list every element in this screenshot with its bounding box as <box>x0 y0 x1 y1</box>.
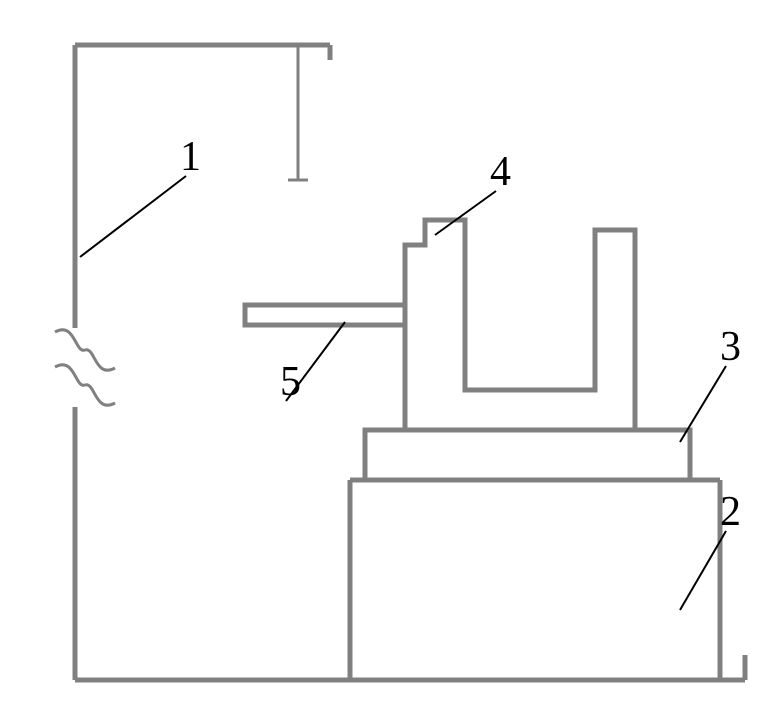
label-3: 3 <box>720 324 741 370</box>
label-4: 4 <box>490 149 511 195</box>
label-1: 1 <box>180 134 201 180</box>
leader-1 <box>80 176 186 257</box>
leader-3 <box>680 366 726 442</box>
label-5: 5 <box>280 359 301 405</box>
engineering-diagram: 1 4 5 3 2 <box>0 0 778 710</box>
label-2: 2 <box>720 489 741 535</box>
